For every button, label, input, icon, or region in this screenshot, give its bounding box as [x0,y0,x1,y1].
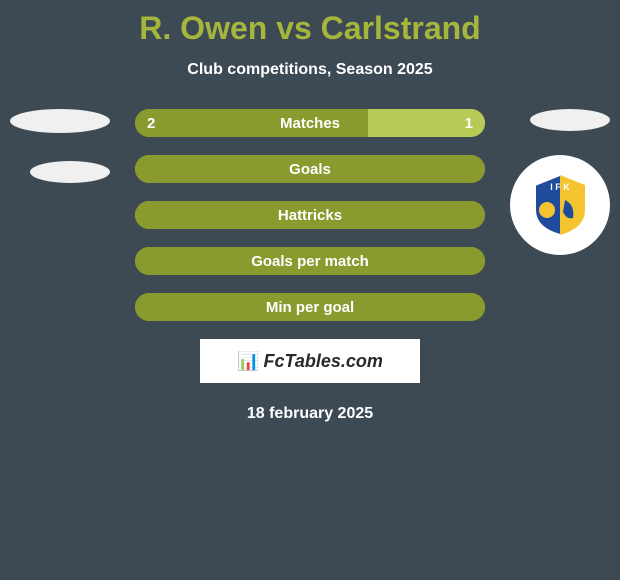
metric-label: Hattricks [278,207,342,224]
player-left-avatar-1 [10,109,110,133]
metric-row-hattricks: Hattricks [135,201,485,229]
metric-row-goals: Goals [135,155,485,183]
metric-label: Goals [289,161,331,178]
compare-area: I F K 2 Matches 1 Goals Hattricks Goals … [0,109,620,423]
svg-text:I F K: I F K [550,182,570,192]
player-right-club-badge: I F K [510,155,610,255]
metric-left-value: 2 [147,115,155,132]
metric-row-matches: 2 Matches 1 [135,109,485,137]
metric-label: Matches [280,115,340,132]
metric-bars: 2 Matches 1 Goals Hattricks Goals per ma… [135,109,485,321]
brand-label: FcTables.com [264,351,383,371]
metric-row-goals-per-match: Goals per match [135,247,485,275]
player-left-avatar-2 [30,161,110,183]
brand-box: 📊FcTables.com [200,339,420,383]
metric-label: Min per goal [266,299,354,316]
page-subtitle: Club competitions, Season 2025 [0,61,620,79]
player-right-avatar-1 [530,109,610,131]
metric-label: Goals per match [251,253,369,270]
page-title: R. Owen vs Carlstrand [0,0,620,47]
metric-row-min-per-goal: Min per goal [135,293,485,321]
date-line: 18 february 2025 [0,405,620,423]
club-badge-icon: I F K [525,170,595,240]
brand-chart-icon: 📊 [237,351,259,371]
metric-right-value: 1 [465,115,473,132]
